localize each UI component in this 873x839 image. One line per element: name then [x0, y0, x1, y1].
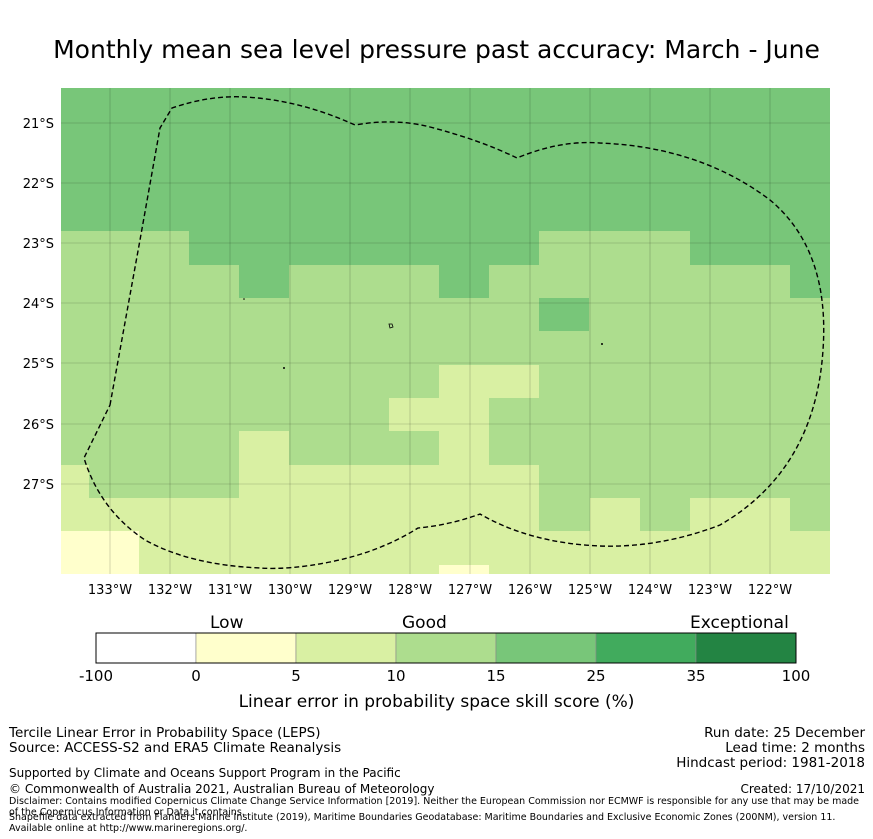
- map-cell: [239, 265, 289, 298]
- map-cell: [439, 431, 489, 465]
- map-cell: [189, 231, 539, 265]
- lon-label: 122°W: [748, 583, 792, 598]
- colorbar-segment: [196, 633, 296, 663]
- lat-label: 22°S: [23, 177, 54, 192]
- colorbar-segment: [396, 633, 496, 663]
- lat-label: 27°S: [23, 478, 54, 493]
- island: [601, 343, 603, 345]
- footer-support: Supported by Climate and Oceans Support …: [9, 766, 401, 781]
- lon-label: 129°W: [328, 583, 372, 598]
- lon-label: 132°W: [148, 583, 192, 598]
- lead-time: Lead time: 2 months: [725, 741, 865, 756]
- footer-method: Tercile Linear Error in Probability Spac…: [9, 726, 320, 741]
- colorbar: [0, 630, 873, 670]
- lat-label: 23°S: [23, 237, 54, 252]
- colorbar-tick: 15: [486, 667, 505, 685]
- colorbar-tick: 25: [586, 667, 605, 685]
- lat-label: 24°S: [23, 297, 54, 312]
- colorbar-segment: [696, 633, 796, 663]
- skill-map: 21°S 22°S 23°S 24°S 25°S 26°S 27°S 133°W…: [0, 0, 873, 600]
- colorbar-segment: [96, 633, 196, 663]
- lon-label: 125°W: [568, 583, 612, 598]
- run-date: Run date: 25 December: [704, 726, 865, 741]
- map-cell: [690, 231, 830, 265]
- colorbar-tick: -100: [79, 667, 113, 685]
- colorbar-tick: 10: [386, 667, 405, 685]
- lon-label: 133°W: [88, 583, 132, 598]
- map-cell: [89, 498, 539, 574]
- colorbar-tick: 5: [291, 667, 301, 685]
- footer-shapefile: Shapefile data extracted from Flanders M…: [9, 812, 867, 834]
- map-cell: [439, 265, 489, 298]
- map-cell: [790, 265, 830, 298]
- lon-label: 130°W: [268, 583, 312, 598]
- map-cell: [590, 498, 640, 531]
- created-date: Created: 17/10/2021: [740, 782, 865, 797]
- map-cell: [690, 498, 790, 531]
- lon-label: 127°W: [448, 583, 492, 598]
- footer-source: Source: ACCESS-S2 and ERA5 Climate Reana…: [9, 741, 341, 756]
- lon-label: 128°W: [388, 583, 432, 598]
- lon-label: 126°W: [508, 583, 552, 598]
- map-cell: [439, 365, 539, 398]
- map-cell: [239, 465, 539, 498]
- map-cell: [389, 398, 489, 431]
- colorbar-label: Linear error in probability space skill …: [0, 692, 873, 712]
- map-cell: [61, 88, 830, 231]
- map-cell: [239, 431, 289, 465]
- colorbar-tick: 0: [191, 667, 201, 685]
- colorbar-segment: [596, 633, 696, 663]
- hindcast-period: Hindcast period: 1981-2018: [676, 756, 865, 771]
- lat-label: 25°S: [23, 357, 54, 372]
- colorbar-segment: [496, 633, 596, 663]
- lon-label: 131°W: [208, 583, 252, 598]
- lon-label: 123°W: [688, 583, 732, 598]
- footer-copyright: © Commonwealth of Australia 2021, Austra…: [9, 782, 434, 797]
- colorbar-tick: 100: [782, 667, 811, 685]
- colorbar-segment: [296, 633, 396, 663]
- map-cell: [439, 565, 489, 574]
- island: [283, 367, 285, 369]
- lat-label: 26°S: [23, 418, 54, 433]
- lon-label: 124°W: [628, 583, 672, 598]
- colorbar-tick: 35: [686, 667, 705, 685]
- island: [243, 298, 245, 300]
- map-cell: [61, 531, 139, 574]
- lat-label: 21°S: [23, 117, 54, 132]
